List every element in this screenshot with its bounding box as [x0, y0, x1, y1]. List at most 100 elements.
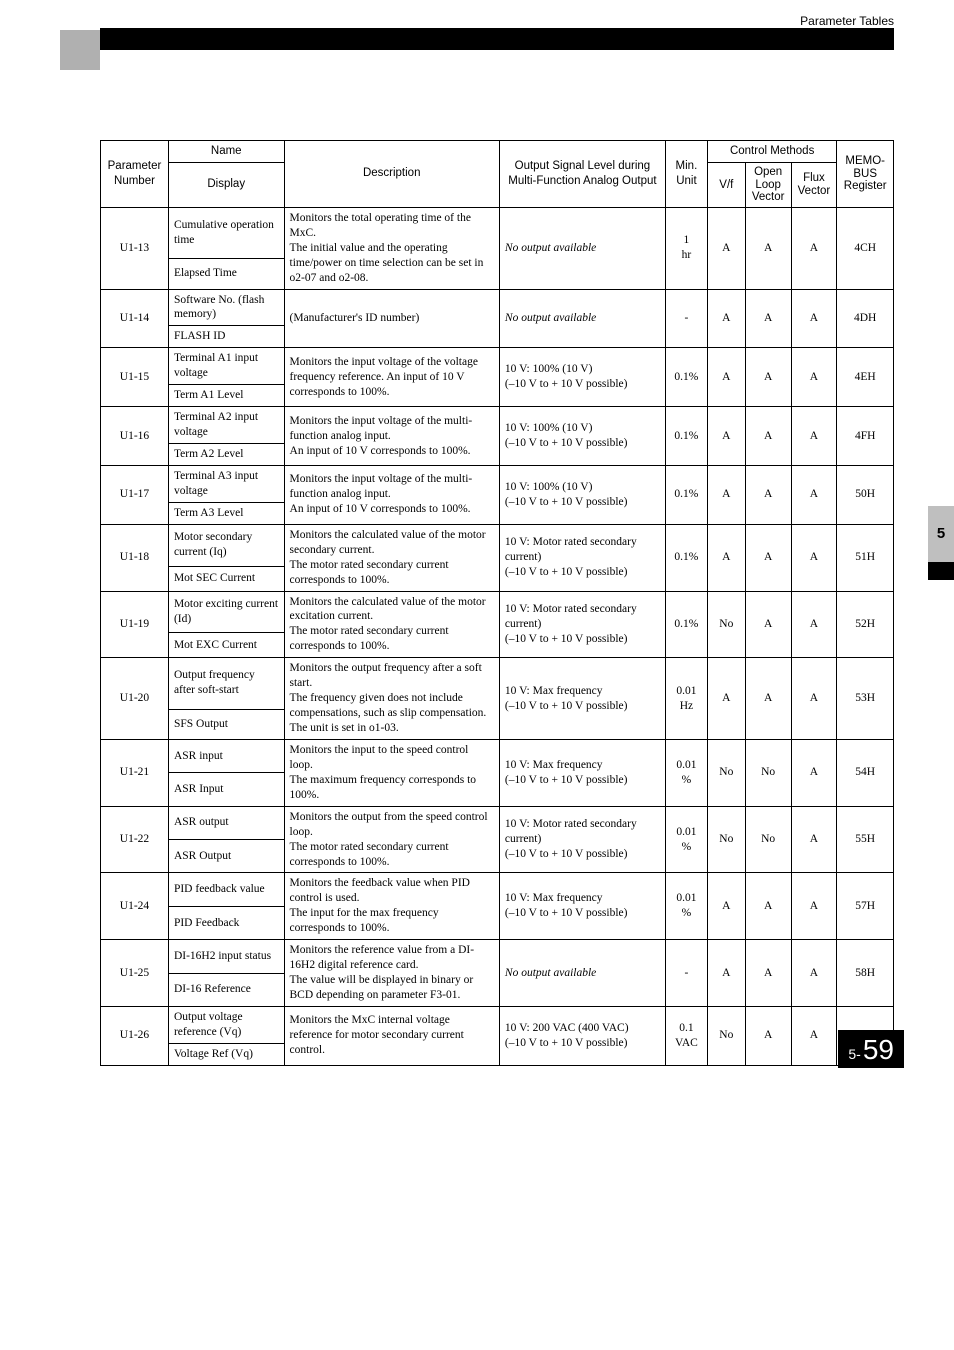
cell-min-unit: - — [665, 289, 707, 348]
th-description: Description — [284, 141, 499, 208]
page-number: 59 — [863, 1034, 894, 1066]
cell-vf: No — [707, 806, 745, 873]
side-tab-black — [928, 562, 954, 580]
cell-memobus: 55H — [837, 806, 894, 873]
cell-name: DI-16H2 input status — [168, 940, 284, 973]
th-output: Output Signal Level during Multi-Functio… — [499, 141, 665, 208]
cell-display: DI-16 Reference — [168, 973, 284, 1006]
cell-display: PID Feedback — [168, 906, 284, 939]
table-row: U1-26Output voltage reference (Vq)Monito… — [101, 1006, 894, 1043]
cell-name: ASR input — [168, 739, 284, 772]
cell-ol: A — [745, 348, 791, 407]
cell-name: Terminal A3 input voltage — [168, 465, 284, 502]
cell-memobus: 50H — [837, 465, 894, 524]
th-vf: V/f — [707, 162, 745, 207]
cell-name: Terminal A1 input voltage — [168, 348, 284, 385]
cell-param-number: U1-20 — [101, 658, 169, 740]
th-display: Display — [168, 162, 284, 207]
cell-ol: A — [745, 658, 791, 740]
header-title: Parameter Tables — [800, 14, 894, 28]
cell-min-unit: - — [665, 940, 707, 1007]
page: Parameter Tables 5 Parameter Number Name… — [0, 0, 954, 1086]
cell-display: FLASH ID — [168, 326, 284, 348]
cell-fv: A — [791, 873, 837, 940]
cell-vf: A — [707, 658, 745, 740]
cell-min-unit: 0.1VAC — [665, 1006, 707, 1065]
table-row: U1-15Terminal A1 input voltageMonitors t… — [101, 348, 894, 385]
cell-fv: A — [791, 591, 837, 658]
cell-output: 10 V: Motor rated secondary current)(–10… — [499, 591, 665, 658]
cell-vf: A — [707, 289, 745, 348]
cell-description: Monitors the input voltage of the voltag… — [284, 348, 499, 407]
cell-output: 10 V: Motor rated secondary current)(–10… — [499, 806, 665, 873]
cell-min-unit: 0.1% — [665, 591, 707, 658]
cell-description: Monitors the input to the speed control … — [284, 739, 499, 806]
cell-min-unit: 0.01% — [665, 739, 707, 806]
cell-output: 10 V: Max frequency(–10 V to + 10 V poss… — [499, 873, 665, 940]
cell-vf: A — [707, 873, 745, 940]
table-row: U1-16Terminal A2 input voltageMonitors t… — [101, 407, 894, 444]
cell-memobus: 51H — [837, 524, 894, 591]
table-row: U1-19Motor exciting current (Id)Monitors… — [101, 591, 894, 633]
cell-vf: A — [707, 465, 745, 524]
cell-ol: A — [745, 524, 791, 591]
cell-memobus: 4CH — [837, 207, 894, 289]
cell-description: Monitors the input voltage of the multi-… — [284, 407, 499, 466]
cell-param-number: U1-16 — [101, 407, 169, 466]
cell-vf: A — [707, 524, 745, 591]
cell-output: No output available — [499, 207, 665, 289]
cell-memobus: 4EH — [837, 348, 894, 407]
cell-memobus: 54H — [837, 739, 894, 806]
cell-ol: A — [745, 940, 791, 1007]
cell-fv: A — [791, 1006, 837, 1065]
cell-ol: A — [745, 465, 791, 524]
cell-vf: A — [707, 407, 745, 466]
cell-min-unit: 0.01% — [665, 806, 707, 873]
cell-display: Mot EXC Current — [168, 633, 284, 658]
cell-vf: A — [707, 348, 745, 407]
cell-param-number: U1-13 — [101, 207, 169, 289]
table-row: U1-20Output frequency after soft-startMo… — [101, 658, 894, 709]
cell-min-unit: 0.1% — [665, 524, 707, 591]
cell-name: Software No. (flash memory) — [168, 289, 284, 326]
table-row: U1-14Software No. (flash memory)(Manufac… — [101, 289, 894, 326]
cell-output: 10 V: 100% (10 V)(–10 V to + 10 V possib… — [499, 348, 665, 407]
cell-ol: A — [745, 1006, 791, 1065]
cell-name: Output voltage reference (Vq) — [168, 1006, 284, 1043]
cell-ol: No — [745, 739, 791, 806]
cell-ol: A — [745, 591, 791, 658]
table-body: U1-13Cumulative operation timeMonitors t… — [101, 207, 894, 1065]
cell-output: 10 V: 100% (10 V)(–10 V to + 10 V possib… — [499, 465, 665, 524]
cell-fv: A — [791, 289, 837, 348]
cell-param-number: U1-24 — [101, 873, 169, 940]
cell-display: Elapsed Time — [168, 259, 284, 289]
cell-display: Term A2 Level — [168, 444, 284, 466]
cell-name: PID feedback value — [168, 873, 284, 906]
cell-display: Mot SEC Current — [168, 566, 284, 591]
cell-min-unit: 0.01Hz — [665, 658, 707, 740]
cell-vf: A — [707, 940, 745, 1007]
cell-memobus: 57H — [837, 873, 894, 940]
cell-name: Output frequency after soft-start — [168, 658, 284, 709]
cell-min-unit: 0.01% — [665, 873, 707, 940]
cell-description: Monitors the total operating time of the… — [284, 207, 499, 289]
cell-param-number: U1-18 — [101, 524, 169, 591]
table-row: U1-22ASR outputMonitors the output from … — [101, 806, 894, 839]
cell-param-number: U1-22 — [101, 806, 169, 873]
cell-description: Monitors the feedback value when PID con… — [284, 873, 499, 940]
th-memobus: MEMO-BUS Register — [837, 141, 894, 208]
cell-param-number: U1-14 — [101, 289, 169, 348]
cell-vf: No — [707, 591, 745, 658]
cell-description: (Manufacturer's ID number) — [284, 289, 499, 348]
cell-ol: A — [745, 207, 791, 289]
cell-description: Monitors the input voltage of the multi-… — [284, 465, 499, 524]
cell-fv: A — [791, 207, 837, 289]
cell-description: Monitors the MxC internal voltage refere… — [284, 1006, 499, 1065]
cell-display: ASR Input — [168, 773, 284, 806]
chapter-number: 5- — [848, 1046, 860, 1062]
corner-square — [60, 30, 100, 70]
cell-display: Voltage Ref (Vq) — [168, 1043, 284, 1065]
th-param: Parameter Number — [101, 141, 169, 208]
table-row: U1-13Cumulative operation timeMonitors t… — [101, 207, 894, 258]
header-black-bar — [100, 28, 894, 50]
